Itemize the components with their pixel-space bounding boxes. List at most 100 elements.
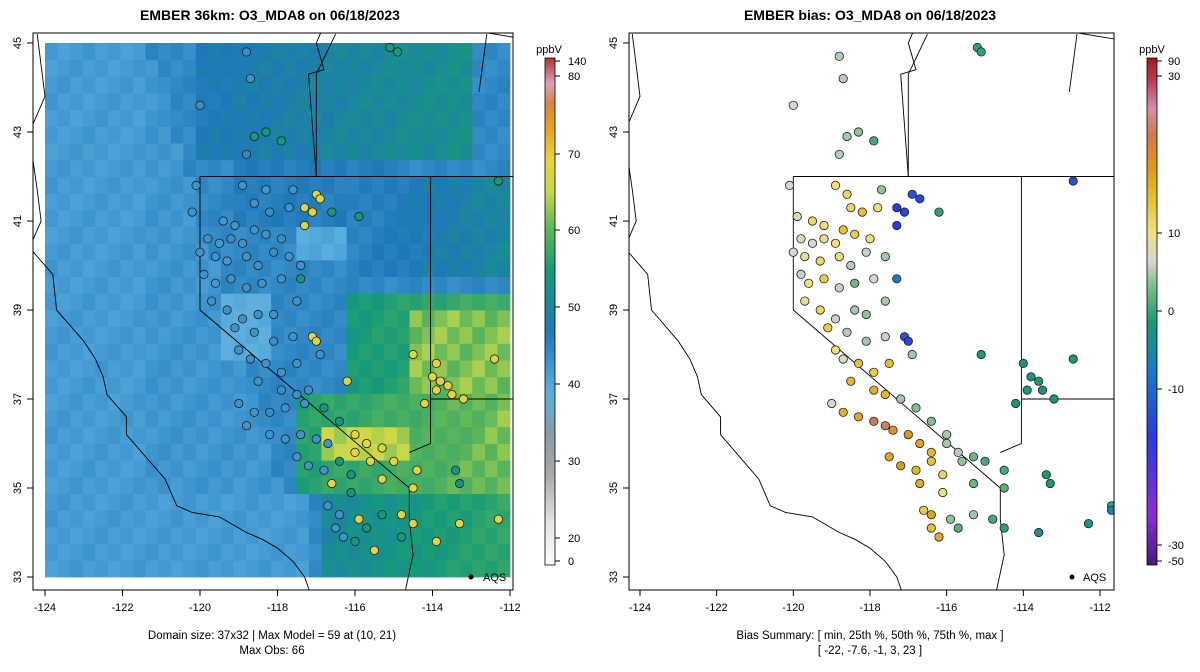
obs-point bbox=[296, 260, 306, 271]
heatmap-cell bbox=[220, 410, 234, 428]
state-border bbox=[900, 33, 917, 177]
state-border bbox=[478, 34, 488, 93]
heatmap-cell bbox=[95, 109, 109, 127]
heatmap-cell bbox=[95, 493, 109, 511]
obs-point bbox=[896, 461, 906, 471]
heatmap-cell bbox=[45, 443, 58, 461]
heatmap-cell bbox=[145, 343, 159, 361]
obs-point bbox=[907, 189, 917, 199]
heatmap-cell bbox=[434, 209, 448, 227]
heatmap-cell bbox=[384, 543, 398, 561]
heatmap-cell bbox=[258, 543, 272, 561]
obs-point bbox=[210, 278, 221, 288]
heatmap-cell bbox=[246, 93, 260, 111]
heatmap-cell bbox=[283, 76, 297, 94]
obs-point bbox=[823, 323, 833, 333]
heatmap-cell bbox=[396, 243, 410, 261]
heatmap-cell bbox=[70, 560, 84, 578]
obs-point bbox=[976, 47, 986, 57]
heatmap-cell bbox=[133, 159, 146, 177]
y-tick-label: 33 bbox=[12, 571, 24, 583]
heatmap-cell bbox=[321, 293, 335, 311]
heatmap-cell bbox=[220, 109, 234, 127]
heatmap-cell bbox=[120, 443, 134, 461]
heatmap-cell bbox=[359, 560, 373, 578]
heatmap-cell bbox=[283, 460, 297, 478]
heatmap-cell bbox=[346, 410, 360, 428]
colorbar-tick-label: -50 bbox=[1168, 556, 1184, 568]
heatmap-cell bbox=[422, 243, 435, 261]
heatmap-cell bbox=[371, 59, 385, 77]
heatmap-cell bbox=[422, 193, 435, 211]
heatmap-cell bbox=[95, 343, 109, 361]
heatmap-cell bbox=[459, 193, 473, 211]
heatmap-cell bbox=[334, 493, 348, 511]
heatmap-cell bbox=[183, 560, 197, 578]
heatmap-cell bbox=[120, 59, 134, 77]
obs-point bbox=[261, 229, 271, 239]
heatmap-cell bbox=[95, 93, 109, 111]
heatmap-cell bbox=[246, 109, 260, 127]
obs-point bbox=[261, 185, 271, 195]
obs-point bbox=[489, 354, 500, 364]
heatmap-cell bbox=[70, 293, 84, 311]
heatmap-cell bbox=[283, 343, 297, 361]
obs-point bbox=[804, 278, 814, 288]
heatmap-cell bbox=[195, 560, 209, 578]
heatmap-cell bbox=[45, 476, 58, 494]
heatmap-cell bbox=[246, 560, 260, 578]
obs-point bbox=[338, 532, 348, 542]
heatmap-cell bbox=[447, 226, 461, 244]
heatmap-cell bbox=[384, 276, 398, 294]
heatmap-cell bbox=[183, 443, 197, 461]
obs-point bbox=[880, 332, 890, 342]
obs-point bbox=[1068, 354, 1078, 364]
heatmap-cell bbox=[208, 510, 222, 528]
heatmap-cell bbox=[195, 460, 209, 478]
heatmap-cell bbox=[158, 326, 172, 344]
heatmap-cell bbox=[107, 159, 121, 177]
bias-obs-points bbox=[784, 42, 1114, 542]
heatmap-cell bbox=[170, 343, 184, 361]
heatmap-cell bbox=[484, 426, 498, 444]
heatmap-cell bbox=[409, 143, 423, 161]
heatmap-cell bbox=[220, 376, 234, 394]
heatmap-cell bbox=[57, 259, 71, 277]
heatmap-cell bbox=[271, 510, 285, 528]
heatmap-cell bbox=[208, 560, 222, 578]
heatmap-cell bbox=[82, 526, 96, 544]
heatmap-cell bbox=[95, 293, 109, 311]
heatmap-cell bbox=[70, 259, 84, 277]
heatmap-cell bbox=[220, 293, 234, 311]
heatmap-cell bbox=[447, 426, 461, 444]
x-tick-label: -122 bbox=[111, 602, 133, 614]
heatmap-cell bbox=[183, 193, 197, 211]
heatmap-cell bbox=[422, 43, 435, 61]
heatmap-cell bbox=[170, 143, 184, 161]
heatmap-cell bbox=[170, 76, 184, 94]
obs-point bbox=[976, 349, 986, 360]
heatmap-cell bbox=[434, 43, 448, 61]
heatmap-cell bbox=[70, 543, 84, 561]
heatmap-cell bbox=[145, 176, 159, 194]
heatmap-cell bbox=[95, 426, 109, 444]
obs-point bbox=[869, 274, 879, 284]
heatmap-cell bbox=[70, 326, 84, 344]
heatmap-cell bbox=[308, 510, 322, 528]
obs-point bbox=[819, 220, 829, 231]
heatmap-cell bbox=[296, 93, 310, 111]
y-tick-label: 39 bbox=[608, 304, 620, 316]
heatmap-cell bbox=[472, 176, 486, 194]
heatmap-cell bbox=[371, 526, 385, 544]
heatmap-cell bbox=[271, 76, 285, 94]
heatmap-cell bbox=[371, 276, 385, 294]
heatmap-cell bbox=[45, 176, 58, 194]
heatmap-cell bbox=[82, 109, 96, 127]
heatmap-cell bbox=[384, 443, 398, 461]
heatmap-cell bbox=[334, 310, 348, 328]
colorbar-tick-label: 70 bbox=[568, 149, 580, 161]
heatmap-cell bbox=[321, 159, 335, 177]
heatmap-cell bbox=[271, 560, 285, 578]
obs-point bbox=[396, 532, 407, 542]
heatmap-cell bbox=[346, 259, 360, 277]
